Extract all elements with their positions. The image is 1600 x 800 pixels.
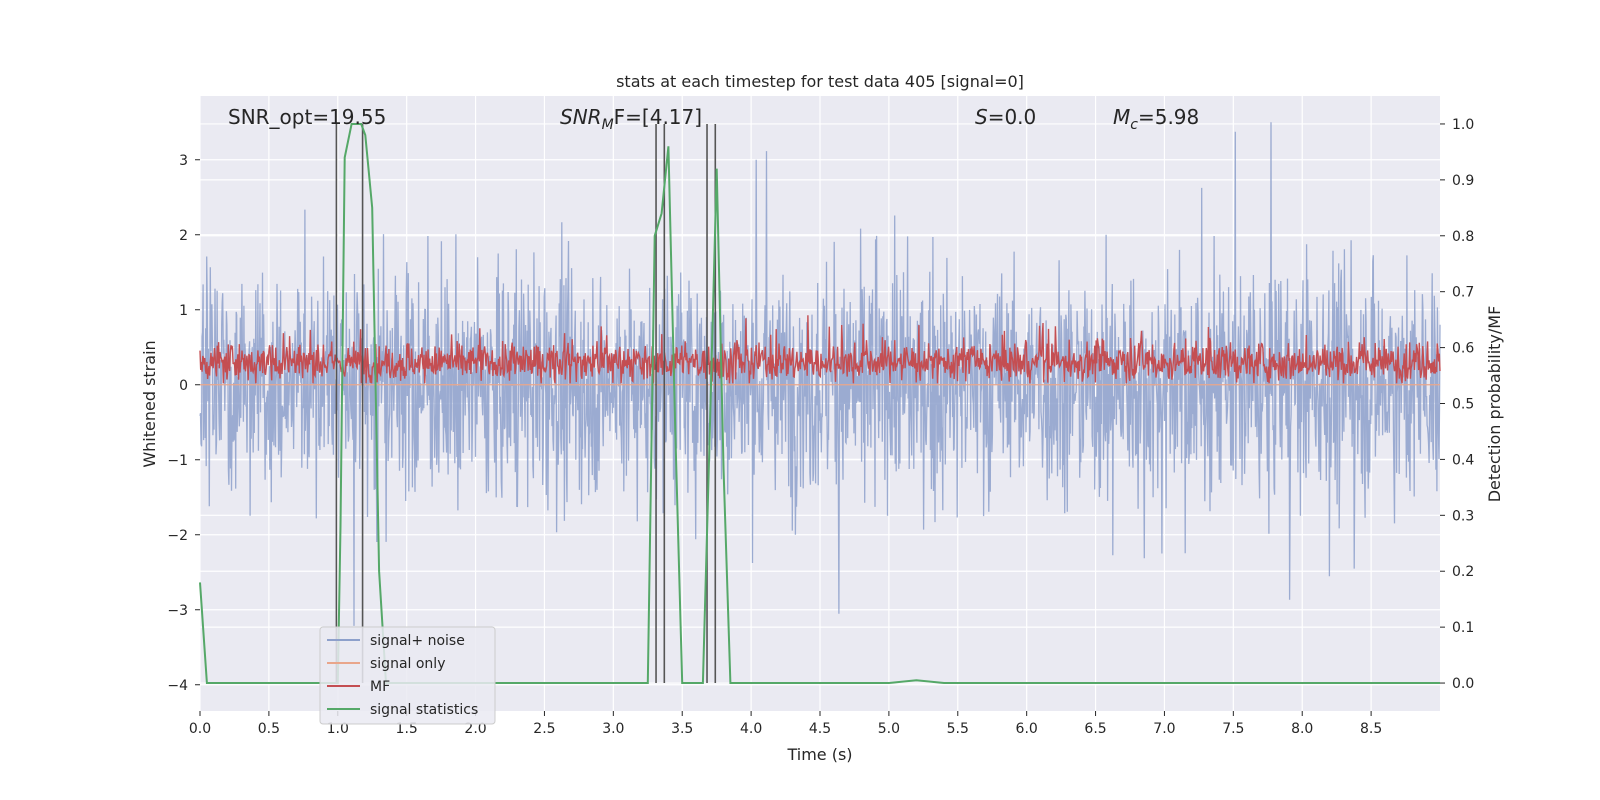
y-tick-label: −1: [167, 453, 188, 469]
y2-tick-label: 0.4: [1452, 452, 1474, 468]
x-tick-label: 1.5: [396, 721, 418, 737]
x-tick-label: 5.0: [878, 721, 900, 737]
x-axis-label: Time (s): [786, 745, 852, 764]
signal-noise-line: [199, 122, 1441, 626]
annotation-mc: Mc=5.98: [1113, 105, 1199, 133]
y2-tick-label: 1.0: [1452, 117, 1474, 133]
mf-series: [199, 315, 1441, 384]
snr-mf-main: SNR: [560, 105, 602, 129]
y-tick-label: 0: [179, 378, 188, 394]
y-axis-label: Whitened strain: [140, 340, 159, 467]
s-main: S: [975, 105, 988, 129]
y2-tick-label: 0.1: [1452, 620, 1474, 636]
y2-tick-label: 0.5: [1452, 397, 1474, 413]
annotation-snr-mf: SNRMF=[4.17]: [560, 105, 702, 133]
x-tick-label: 3.5: [671, 721, 693, 737]
y2-tick-label: 0.0: [1452, 676, 1474, 692]
y-tick-label: −3: [167, 603, 188, 619]
y2-tick-label: 0.8: [1452, 229, 1474, 245]
legend-label-signal-noise: signal+ noise: [370, 633, 465, 649]
x-tick-label: 8.5: [1360, 721, 1382, 737]
y2-tick-label: 0.6: [1452, 341, 1474, 357]
y-axis: 3 2 1 0 −1 −2 −3 −4: [167, 153, 200, 694]
x-tick-label: 4.5: [809, 721, 831, 737]
x-tick-label: 2.0: [464, 721, 486, 737]
x-tick-label: 7.0: [1153, 721, 1175, 737]
mc-tail: =5.98: [1138, 105, 1199, 129]
y2-tick-label: 0.7: [1452, 285, 1474, 301]
x-tick-label: 7.5: [1222, 721, 1244, 737]
y-tick-label: 1: [179, 303, 188, 319]
x-tick-label: 4.0: [740, 721, 762, 737]
x-tick-label: 3.0: [602, 721, 624, 737]
legend: signal+ noise signal only MF signal stat…: [319, 626, 496, 725]
chart-title: stats at each timestep for test data 405…: [616, 72, 1024, 91]
mc-main: M: [1113, 105, 1130, 129]
mf-line: [199, 315, 1441, 384]
x-tick-label: 8.0: [1291, 721, 1313, 737]
legend-label-signal-statistics: signal statistics: [370, 702, 478, 718]
snr-mf-tail: F=[4.17]: [614, 105, 702, 129]
signal-noise-series: [199, 122, 1441, 626]
legend-label-signal-only: signal only: [370, 656, 445, 672]
x-tick-label: 6.0: [1016, 721, 1038, 737]
y-tick-label: 2: [179, 228, 188, 244]
x-tick-label: 0.5: [258, 721, 280, 737]
x-tick-label: 5.5: [947, 721, 969, 737]
mc-sub: c: [1130, 117, 1138, 133]
s-tail: =0.0: [988, 105, 1037, 129]
x-tick-label: 0.0: [189, 721, 211, 737]
x-tick-label: 1.0: [327, 721, 349, 737]
y-tick-label: −4: [167, 678, 188, 694]
legend-label-mf: MF: [370, 679, 390, 695]
y-tick-label: 3: [179, 153, 188, 169]
y2-axis-label: Detection probability/MF: [1485, 306, 1504, 503]
legend-box: [319, 626, 496, 725]
snr-mf-sub: M: [602, 117, 614, 133]
signal-statistics-series: [199, 123, 1440, 684]
x-tick-label: 2.5: [533, 721, 555, 737]
y-tick-label: −2: [167, 528, 188, 544]
annotation-s: S=0.0: [975, 105, 1036, 129]
annotation-snr-opt: SNR_opt=19.55: [228, 105, 386, 129]
signal-statistics-line: [199, 123, 1440, 684]
y2-tick-label: 0.9: [1452, 173, 1474, 189]
y2-axis: 1.0 0.9 0.8 0.7 0.6 0.5 0.4 0.3 0.2 0.1 0.0: [1440, 117, 1474, 692]
y2-tick-label: 0.3: [1452, 508, 1474, 524]
x-axis: 0.0 0.5 1.0 1.5 2.0 2.5 3.0 3.5 4.0 4.5 5.0 5.5 6.0 6…: [189, 711, 1382, 737]
x-tick-label: 6.5: [1084, 721, 1106, 737]
y2-tick-label: 0.2: [1452, 564, 1474, 580]
